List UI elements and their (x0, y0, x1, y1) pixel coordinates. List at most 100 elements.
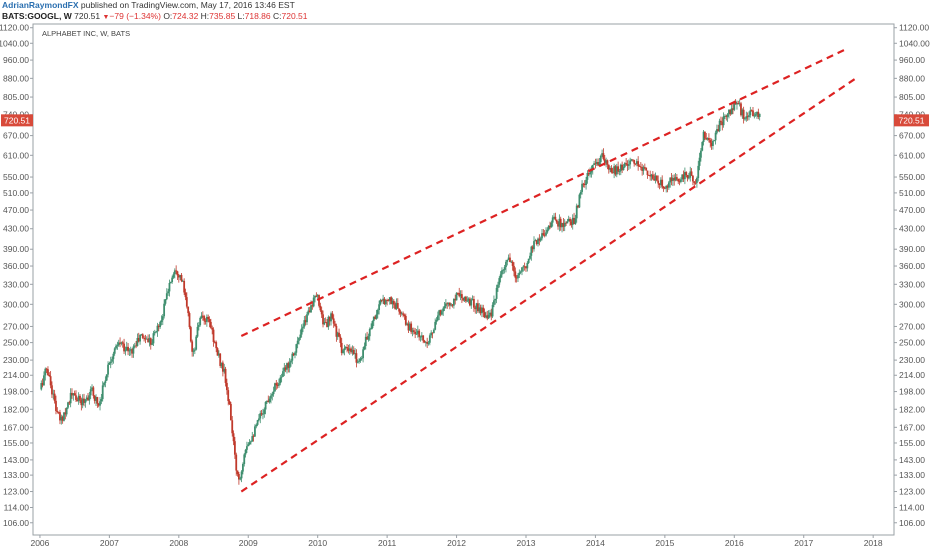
candle-body (388, 297, 391, 301)
y-tick-label: 470.00 (899, 205, 925, 215)
candle-body (300, 328, 303, 335)
candle-body (117, 342, 120, 346)
candle-body (422, 335, 425, 341)
candle-body (626, 164, 629, 166)
candle-body (225, 382, 228, 391)
candle-body (279, 377, 282, 384)
candle-body (696, 178, 698, 183)
candle-body (339, 336, 342, 343)
candle-body (561, 223, 563, 228)
y-tick-label: 430.00 (899, 224, 925, 234)
symbol-label[interactable]: BATS:GOOGL, W (2, 11, 72, 21)
candle-body (302, 326, 304, 329)
left-price-axis[interactable]: 1120.001040.00960.00880.00805.00740.0067… (0, 23, 33, 528)
candle-body (458, 293, 461, 297)
candle-body (140, 334, 143, 336)
candle-body (57, 411, 60, 413)
candle-body (716, 129, 718, 133)
author-link[interactable]: AdrianRaymondFX (2, 0, 79, 10)
candle-body (736, 103, 738, 105)
y-tick-label: 1120.00 (899, 23, 929, 33)
candle-body (749, 110, 752, 116)
last-price-tags: 720.51 720.51 (1, 114, 929, 127)
candle-body (396, 303, 399, 309)
candle-body (732, 108, 734, 110)
candle-body (288, 362, 291, 368)
y-tick-label: 1040.00 (0, 38, 29, 48)
candlestick-series (40, 99, 761, 485)
candle-body (319, 305, 322, 311)
candle-body (128, 350, 131, 352)
candle-body (486, 315, 489, 319)
publish-info: published on TradingView.com, May 17, 20… (78, 0, 295, 10)
candle-body (452, 298, 455, 306)
candle-body (754, 114, 757, 116)
candle-body (161, 316, 164, 321)
y-tick-label: 123.00 (899, 487, 925, 497)
candle-body (403, 314, 406, 316)
candle-body (551, 217, 554, 223)
candle-body (663, 187, 666, 189)
candle-body (456, 292, 459, 294)
candle-body (434, 321, 437, 330)
candle-body (362, 349, 364, 359)
candle-body (340, 342, 343, 353)
candle-body (292, 353, 295, 356)
candle-body (172, 274, 175, 278)
candle-body (103, 382, 105, 386)
y-tick-label: 390.00 (899, 244, 925, 254)
candle-body (605, 160, 608, 163)
candle-body (133, 345, 136, 347)
candle-body (192, 350, 195, 352)
candle-body (251, 436, 254, 442)
candle-body (326, 322, 328, 327)
candle-body (490, 312, 493, 317)
candle-body (550, 222, 553, 228)
candle-body (258, 418, 260, 421)
candle-body (306, 314, 308, 323)
candle-body (466, 300, 469, 302)
candle-body (443, 306, 446, 309)
candle-body (643, 167, 646, 168)
candle-body (287, 363, 290, 368)
candle-body (414, 331, 417, 334)
candle-body (399, 311, 402, 314)
candle-body (238, 474, 240, 480)
candle-body (618, 171, 621, 172)
candle-body (307, 310, 310, 315)
candle-body (135, 345, 137, 347)
candle-body (531, 246, 534, 250)
candle-body (113, 348, 116, 354)
candle-body (692, 175, 694, 182)
candle-body (228, 401, 231, 404)
candle-body (609, 168, 612, 170)
candle-body (235, 454, 238, 471)
trendline-layer[interactable] (240, 48, 857, 493)
candle-body (406, 323, 409, 325)
candle-body (127, 346, 129, 352)
time-axis[interactable]: 2006 2007 2008 2009 2010 2011 2012 2013 2014 2015… (30, 535, 883, 548)
candle-body (284, 367, 287, 370)
candle-body (100, 399, 103, 402)
candle-body (387, 300, 390, 302)
candle-body (395, 303, 398, 309)
candle-body (376, 310, 379, 315)
candle-body (173, 270, 176, 275)
candle-body (165, 293, 168, 300)
candle-body (639, 166, 642, 168)
candle-body (606, 160, 609, 165)
candle-body (442, 308, 445, 312)
candle-body (197, 325, 200, 327)
candle-body (704, 131, 706, 138)
candle-body (694, 182, 697, 184)
candle-body (728, 109, 730, 115)
x-tick-label: 2010 (308, 538, 327, 548)
candle-body (701, 142, 704, 151)
candle-body (513, 265, 515, 272)
right-price-axis[interactable]: 1120.001040.00960.00880.00805.00740.0067… (894, 23, 930, 528)
candle-body (240, 471, 243, 479)
candle-body (358, 360, 360, 362)
candle-body (501, 270, 503, 275)
candle-body (722, 116, 725, 126)
